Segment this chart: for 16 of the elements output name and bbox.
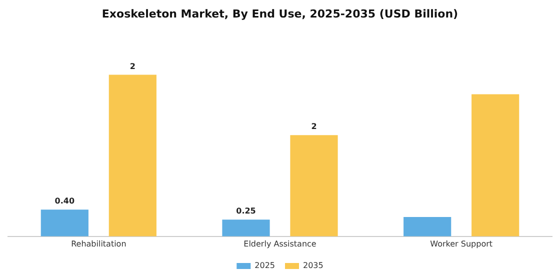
legend-label: 2025 xyxy=(254,261,275,270)
legend-label: 2035 xyxy=(303,261,324,270)
data-label: 0.40 xyxy=(54,196,75,206)
data-label: 0.25 xyxy=(236,206,256,216)
bar xyxy=(472,94,520,236)
data-label: 2 xyxy=(311,122,317,132)
bar xyxy=(404,216,452,236)
bar xyxy=(222,220,270,236)
bar xyxy=(108,74,156,236)
bar xyxy=(290,135,338,236)
chart-title: Exoskeleton Market, By End Use, 2025-2035 (USD Billion) xyxy=(102,7,458,20)
x-tick-label: Rehabilitation xyxy=(71,239,126,248)
bar xyxy=(40,210,88,236)
x-tick-label: Elderly Assistance xyxy=(244,239,316,248)
x-tick-label: Worker Support xyxy=(430,239,493,248)
data-label: 2 xyxy=(130,62,136,71)
